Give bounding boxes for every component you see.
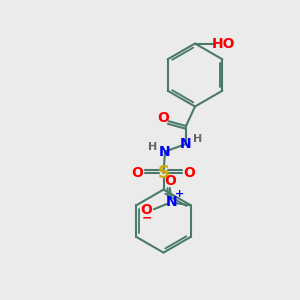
Text: HO: HO	[212, 37, 235, 50]
Text: O: O	[164, 174, 176, 188]
Text: −: −	[141, 212, 152, 225]
Text: N: N	[180, 137, 192, 151]
Text: N: N	[166, 195, 177, 209]
Text: O: O	[158, 112, 169, 125]
Text: N: N	[159, 145, 171, 158]
Text: O: O	[184, 166, 196, 180]
Text: +: +	[175, 189, 184, 199]
Text: S: S	[158, 164, 169, 182]
Text: H: H	[148, 142, 158, 152]
Text: O: O	[141, 203, 153, 217]
Text: H: H	[194, 134, 202, 145]
Text: O: O	[131, 166, 143, 180]
